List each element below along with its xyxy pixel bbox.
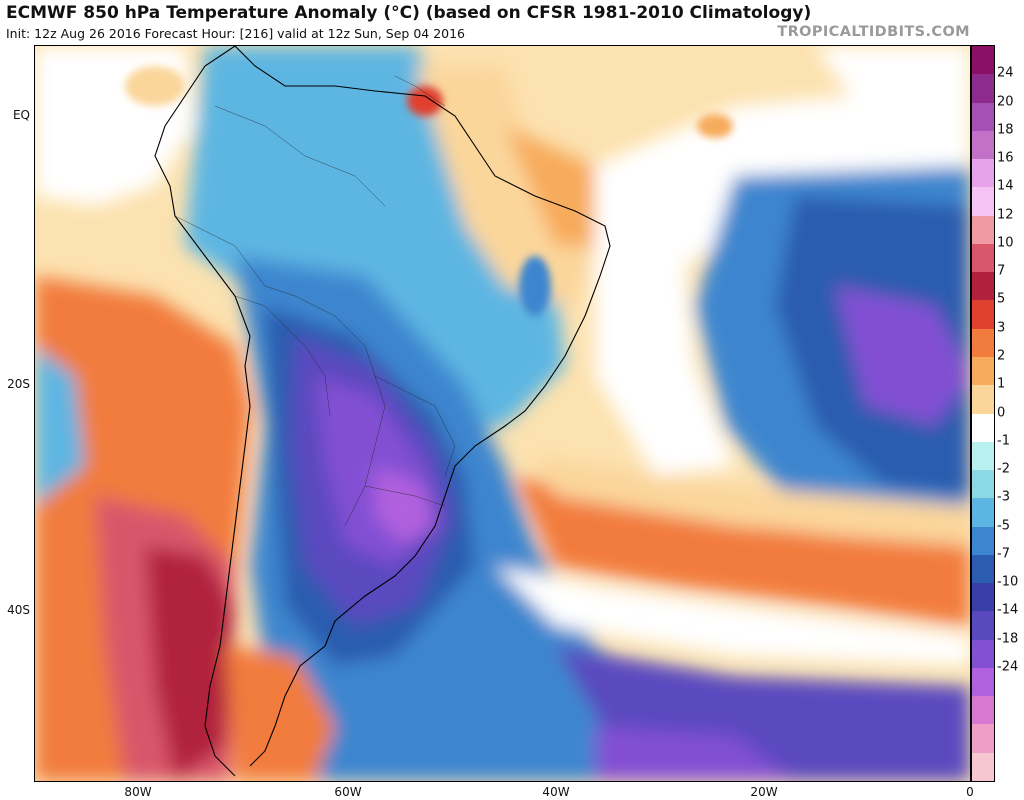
colorbar-swatch (972, 187, 994, 217)
colorbar-tick-label: 2 (997, 348, 1006, 364)
colorbar-swatch (972, 639, 994, 669)
colorbar-swatch (972, 724, 994, 754)
colorbar-tick-label: -24 (997, 659, 1019, 675)
colorbar-tick-label: 18 (997, 122, 1014, 138)
anomaly-field (35, 46, 970, 781)
colorbar-tick-label: -1 (997, 433, 1010, 449)
colorbar-tick-label: 3 (997, 320, 1006, 336)
colorbar-tick-label: 0 (997, 405, 1006, 420)
colorbar-tick-label: 5 (997, 291, 1006, 307)
colorbar-swatch (972, 611, 994, 641)
coastlines (154, 46, 611, 777)
lon-label-0: 0 (966, 785, 974, 799)
colorbar-swatch (972, 328, 994, 358)
colorbar-swatch (972, 159, 994, 188)
brand-watermark: TROPICALTIDBITS.COM (777, 24, 970, 40)
anomaly-regions (35, 46, 970, 781)
country-borders (174, 75, 456, 527)
colorbar-swatch (972, 356, 994, 386)
colorbar-swatch (972, 130, 994, 160)
colorbar-tick-label: 24 (997, 65, 1014, 81)
colorbar-swatch (972, 583, 994, 612)
colorbar-tick-label: -5 (997, 518, 1010, 534)
lat-label-20s: 20S (7, 377, 30, 391)
colorbar (971, 45, 995, 782)
colorbar-swatch (972, 667, 994, 697)
colorbar-swatch (972, 74, 994, 104)
map-title: ECMWF 850 hPa Temperature Anomaly (°C) (… (6, 3, 812, 23)
colorbar-swatch (972, 752, 994, 782)
lat-label-40s: 40S (7, 603, 30, 617)
colorbar-swatch (972, 413, 994, 443)
anomaly-details (125, 66, 733, 316)
anomaly-map (34, 45, 971, 782)
colorbar-swatch (972, 215, 994, 245)
colorbar-tick-label: 12 (997, 207, 1014, 223)
colorbar-swatch (972, 526, 994, 556)
colorbar-swatch (972, 300, 994, 330)
lon-label-40w: 40W (542, 785, 570, 799)
lon-label-60w: 60W (334, 785, 362, 799)
colorbar-swatch (972, 554, 994, 584)
colorbar-swatch (972, 470, 994, 499)
colorbar-tick-label: 7 (997, 263, 1006, 279)
colorbar-tick-label: 20 (997, 94, 1014, 110)
colorbar-tick-label: -3 (997, 489, 1010, 505)
colorbar-swatch (972, 696, 994, 725)
colorbar-swatch (972, 498, 994, 528)
colorbar-swatch (972, 46, 994, 75)
colorbar-tick-label: -10 (997, 574, 1019, 590)
colorbar-tick-label: 10 (997, 235, 1014, 251)
lon-label-20w: 20W (750, 785, 778, 799)
colorbar-swatch (972, 102, 994, 132)
colorbar-swatch (972, 243, 994, 273)
colorbar-tick-label: 16 (997, 150, 1014, 166)
colorbar-tick-label: 14 (997, 178, 1014, 194)
lat-label-eq: EQ (12, 108, 30, 122)
colorbar-swatch (972, 272, 994, 301)
colorbar-swatch (972, 385, 994, 414)
colorbar-tick-label: -18 (997, 631, 1019, 647)
colorbar-tick-label: -2 (997, 461, 1010, 477)
colorbar-tick-label: -7 (997, 546, 1010, 562)
map-subtitle: Init: 12z Aug 26 2016 Forecast Hour: [21… (6, 26, 466, 41)
colorbar-swatch (972, 441, 994, 471)
colorbar-tick-label: 1 (997, 376, 1006, 392)
colorbar-tick-label: -14 (997, 602, 1019, 618)
lon-label-80w: 80W (124, 785, 152, 799)
